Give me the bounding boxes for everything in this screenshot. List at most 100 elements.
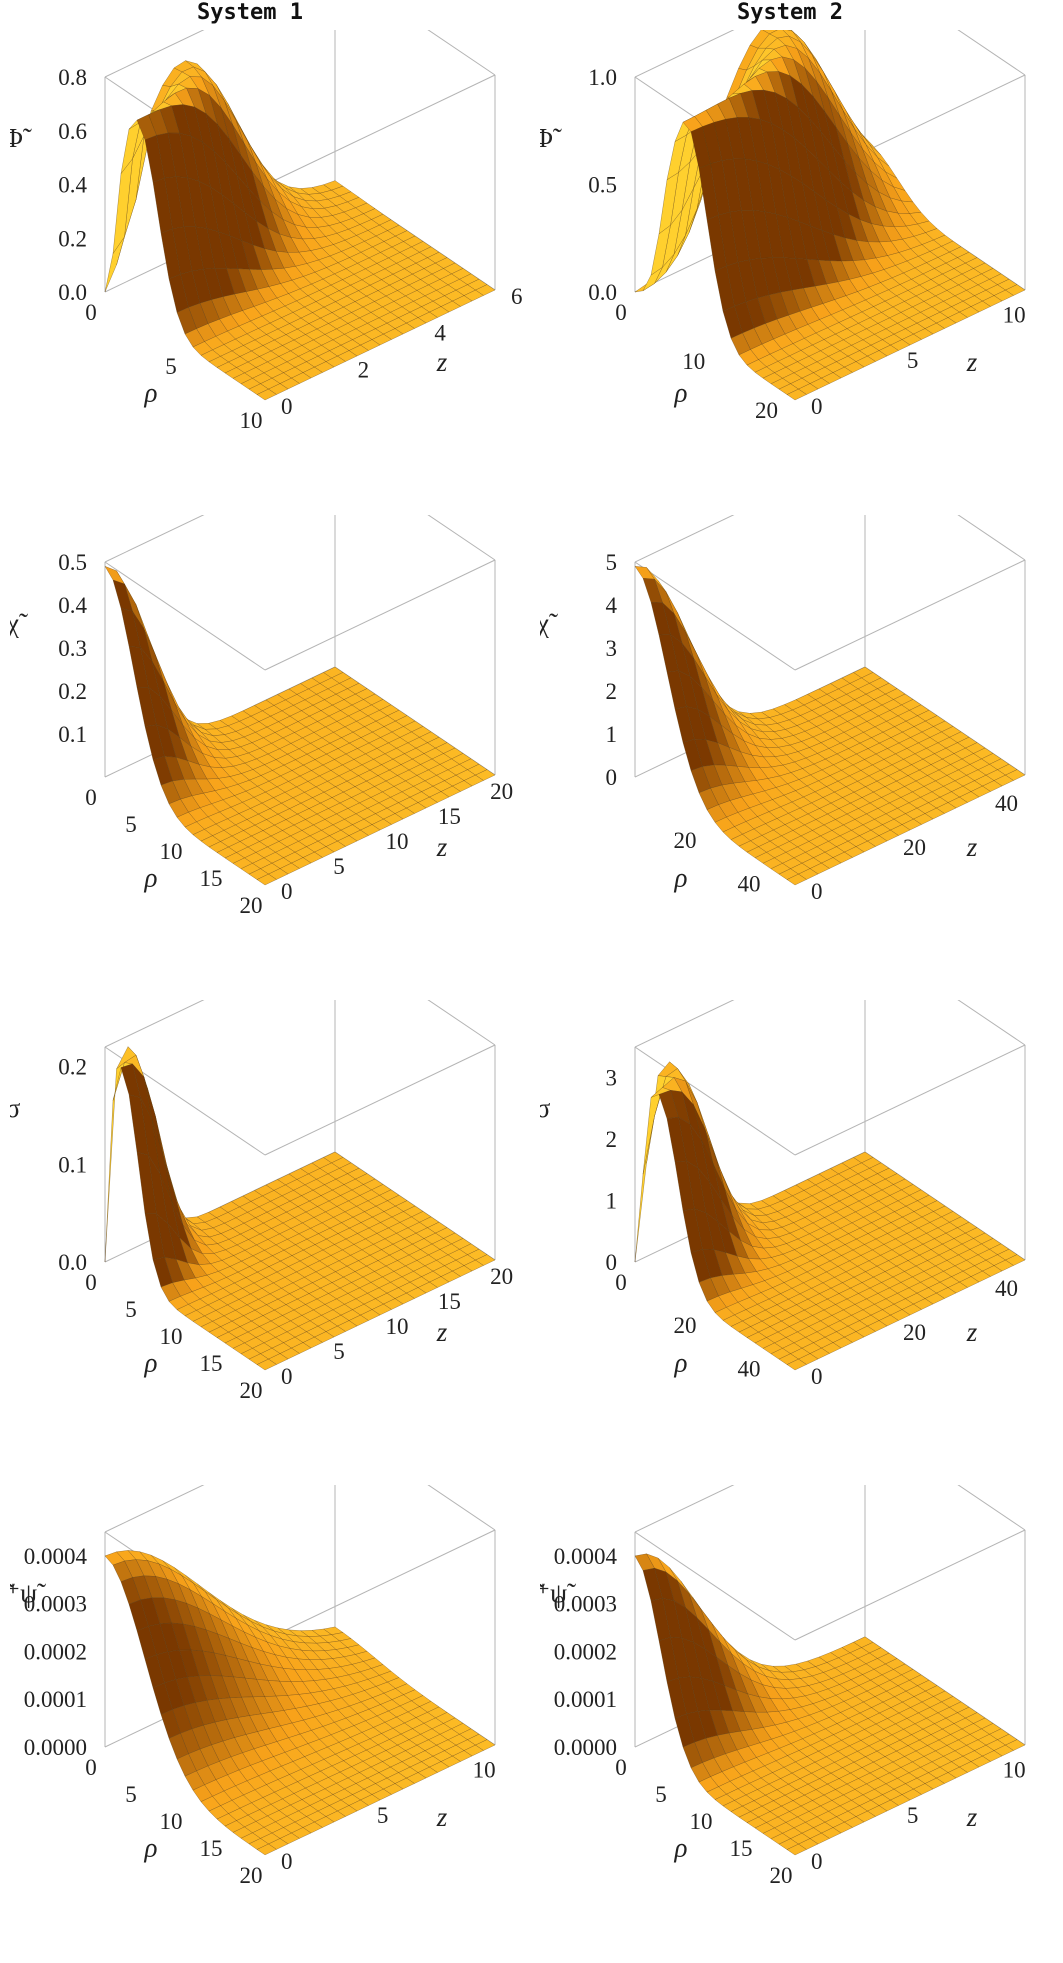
x-tick-label: 10 xyxy=(240,408,263,433)
y-tick-label: 2 xyxy=(358,357,370,382)
box-edge xyxy=(427,1485,496,1531)
box-edge xyxy=(427,515,496,561)
surface-plot-sigma-system-2: 0 1 2 3 0 20 40 0 20 40 ρ z σ xyxy=(540,1000,1060,1470)
z-axis-label: Φ̃ xyxy=(10,123,32,153)
y-axis-label: z xyxy=(436,832,448,862)
y-axis-label: z xyxy=(966,1802,978,1832)
box-edge xyxy=(634,1531,796,1641)
surface-plot-sigma-system-1: 0.0 0.1 0.2 0 5 10 15 20 0 5 10 15 20 ρ z σ xyxy=(10,1000,530,1470)
box-edge xyxy=(427,30,496,76)
y-tick-label: 5 xyxy=(333,1339,345,1364)
y-tick-label: 20 xyxy=(903,835,926,860)
y-axis-label: z xyxy=(436,1802,448,1832)
z-tick-label: 3 xyxy=(606,1066,618,1091)
x-tick-label: 40 xyxy=(738,871,761,896)
z-tick-label: 1 xyxy=(606,722,618,747)
x-tick-label: 5 xyxy=(165,354,177,379)
surface-cell xyxy=(256,1358,277,1371)
surface-plot-phi-system-2: 0.0 0.5 1.0 0 10 20 0 5 10 ρ z Φ̃ xyxy=(540,30,1060,500)
x-tick-label: 10 xyxy=(160,839,183,864)
z-tick-label: 0.8 xyxy=(58,65,87,90)
surface xyxy=(104,1046,496,1371)
y-axis-label: z xyxy=(436,347,448,377)
z-axis-label: χ̃ xyxy=(540,608,558,638)
box-edge xyxy=(104,561,266,671)
x-tick-label: 15 xyxy=(200,866,223,891)
column-title-system-1: System 1 xyxy=(197,0,303,25)
surface xyxy=(104,60,496,401)
y-tick-label: 15 xyxy=(438,1289,461,1314)
y-tick-label: 5 xyxy=(907,348,919,373)
surface-cell xyxy=(786,1358,807,1371)
y-tick-label: 6 xyxy=(511,284,523,309)
x-axis-label: ρ xyxy=(674,377,688,407)
box-edge xyxy=(634,515,735,563)
z-tick-label: 0.0002 xyxy=(554,1639,617,1664)
y-tick-label: 20 xyxy=(490,779,513,804)
z-tick-label: 0.1 xyxy=(58,1152,87,1177)
x-axis-label: ρ xyxy=(674,862,688,892)
z-tick-label: 1 xyxy=(606,1189,618,1214)
box-edge xyxy=(957,30,1026,76)
z-tick-label: 0.0001 xyxy=(554,1687,617,1712)
x-axis-label: ρ xyxy=(144,1347,158,1377)
surface xyxy=(634,30,1026,401)
y-tick-label: 10 xyxy=(386,1314,409,1339)
box-edge xyxy=(634,30,735,78)
z-tick-label: 0.5 xyxy=(58,550,87,575)
x-tick-label: 20 xyxy=(240,893,263,918)
surface xyxy=(104,565,496,886)
box-edge xyxy=(957,1485,1026,1531)
z-axis-label: σ xyxy=(540,1093,551,1123)
z-tick-label: 0.0000 xyxy=(554,1735,617,1760)
y-tick-label: 10 xyxy=(1003,1757,1026,1782)
z-tick-label: 0.0003 xyxy=(554,1592,617,1617)
y-axis-label: z xyxy=(966,832,978,862)
x-tick-label: 20 xyxy=(674,828,697,853)
box-edge xyxy=(264,1529,496,1641)
y-tick-label: 0 xyxy=(281,1849,293,1874)
box-edge xyxy=(957,1000,1026,1046)
z-tick-label: 0.3 xyxy=(58,636,87,661)
surface-cell xyxy=(786,873,807,886)
surface xyxy=(104,1550,496,1856)
z-tick-label: 0.0001 xyxy=(24,1687,87,1712)
z-axis-label: χ̃ xyxy=(10,608,28,638)
z-tick-label: 0.0 xyxy=(588,280,617,305)
surface-cell xyxy=(256,1843,277,1856)
z-tick-label: 0.4 xyxy=(58,593,87,618)
surface xyxy=(634,1061,1026,1371)
y-axis-label: z xyxy=(436,1317,448,1347)
z-tick-label: 0.2 xyxy=(58,226,87,251)
y-tick-label: 5 xyxy=(333,854,345,879)
x-axis-label: ρ xyxy=(144,1832,158,1862)
x-tick-label: 20 xyxy=(240,1378,263,1403)
x-axis-label: ρ xyxy=(144,862,158,892)
z-axis-label: Φ̃ xyxy=(540,123,562,153)
z-tick-label: 0 xyxy=(606,765,618,790)
z-tick-label: 0.1 xyxy=(58,722,87,747)
z-tick-label: 0.0 xyxy=(58,1250,87,1275)
z-tick-label: 0.0002 xyxy=(24,1639,87,1664)
y-tick-label: 0 xyxy=(281,1364,293,1389)
x-tick-label: 0 xyxy=(85,1755,97,1780)
y-tick-label: 0 xyxy=(811,1364,823,1389)
x-tick-label: 20 xyxy=(755,398,778,423)
z-tick-label: 2 xyxy=(606,679,618,704)
surface xyxy=(634,1553,1026,1856)
y-tick-label: 10 xyxy=(386,829,409,854)
x-tick-label: 5 xyxy=(125,1782,137,1807)
y-tick-label: 40 xyxy=(995,1276,1018,1301)
y-tick-label: 0 xyxy=(281,879,293,904)
x-tick-label: 20 xyxy=(240,1863,263,1888)
z-tick-label: 0.0003 xyxy=(24,1592,87,1617)
box-edge xyxy=(264,559,496,671)
box-edge xyxy=(957,515,1026,561)
surface-plot-psi-system-1: 0.0000 0.0001 0.0002 0.0003 0.0004 0 5 10 15 20 0 5… xyxy=(10,1485,530,1955)
surface-cell xyxy=(256,388,277,401)
x-tick-label: 0 xyxy=(85,300,97,325)
x-tick-label: 0 xyxy=(615,300,627,325)
z-tick-label: 0.2 xyxy=(58,1055,87,1080)
z-tick-label: 2 xyxy=(606,1127,618,1152)
z-tick-label: 1.0 xyxy=(588,65,617,90)
